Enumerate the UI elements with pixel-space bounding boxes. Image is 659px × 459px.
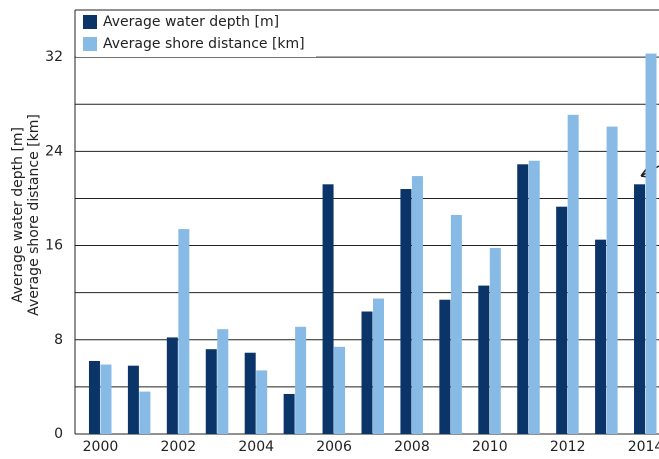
y-axis-title: Average water depth [m] (10, 127, 26, 303)
legend-label: Average water depth [m] (103, 14, 279, 30)
legend-swatch (83, 37, 97, 51)
bar (489, 247, 501, 434)
x-tick-label: 2008 (394, 439, 430, 455)
y-tick-label: 8 (54, 332, 63, 348)
bar (244, 352, 256, 434)
bar (645, 53, 657, 434)
y-tick-label: 32 (45, 49, 63, 65)
bar (606, 126, 618, 434)
bar (450, 214, 462, 434)
x-tick-label: 2010 (472, 439, 508, 455)
bar (205, 349, 217, 434)
bar (634, 184, 646, 434)
bar (166, 337, 178, 434)
legend-swatch (83, 15, 97, 29)
bar (322, 184, 334, 434)
y-axis-title: Average shore distance [km] (26, 114, 42, 316)
legend-box (76, 11, 316, 57)
x-tick-label: 2014 (628, 439, 659, 455)
x-tick-label: 2006 (316, 439, 352, 455)
bar (439, 299, 451, 434)
y-tick-label: 16 (45, 238, 63, 254)
bar (178, 229, 190, 434)
x-tick-label: 2002 (161, 439, 197, 455)
bar (139, 391, 151, 434)
x-tick-label: 2000 (83, 439, 119, 455)
x-tick-label: 2012 (550, 439, 586, 455)
bar (373, 298, 384, 434)
bar (595, 239, 607, 434)
y-tick-label: 0 (54, 426, 63, 442)
bar (411, 176, 423, 435)
bar (295, 326, 307, 434)
bar (528, 160, 540, 434)
bar (334, 346, 346, 434)
bar (478, 285, 490, 434)
bar (567, 114, 579, 435)
bar (400, 189, 412, 434)
bar (517, 164, 529, 435)
y-axis-label: Average water depth [m] Average shore dis… (10, 114, 42, 316)
legend-label: Average shore distance [km] (103, 36, 305, 52)
y-tick-label: 24 (45, 143, 63, 159)
x-tick-label: 2004 (238, 439, 274, 455)
bar (256, 370, 268, 434)
bar (127, 365, 139, 434)
bar (100, 364, 112, 434)
bar (556, 206, 568, 434)
bar (217, 329, 229, 434)
bar (283, 393, 295, 434)
bar (361, 311, 373, 434)
bar (88, 360, 100, 434)
